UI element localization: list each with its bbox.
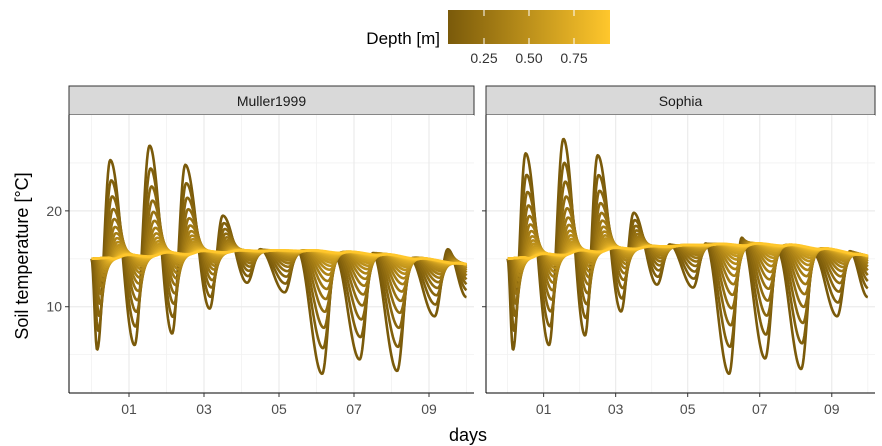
- y-tick-label: 20: [46, 203, 62, 219]
- x-tick-label: 05: [680, 401, 696, 417]
- y-tick-label: 10: [46, 299, 62, 315]
- series-line-depth: [507, 195, 869, 310]
- x-axis-title: days: [449, 425, 487, 445]
- series-line-depth: [90, 248, 468, 266]
- facet-strip-label: Muller1999: [237, 93, 306, 109]
- facet-panel: Muller1999 01 03 05 07 09 10 20: [46, 85, 475, 417]
- series-group: [90, 144, 468, 376]
- x-tick-label: 09: [824, 401, 840, 417]
- x-tick-label: 05: [271, 401, 287, 417]
- y-axis-title: Soil temperature [°C]: [12, 172, 32, 339]
- facet-strip-label: Sophia: [659, 93, 703, 109]
- x-tick-label: 01: [536, 401, 552, 417]
- series-line-depth: [507, 207, 869, 297]
- legend-tick-label: 0.75: [560, 50, 587, 66]
- series-line-depth: [507, 242, 869, 261]
- x-tick-label: 03: [196, 401, 212, 417]
- series-line-depth: [90, 219, 468, 293]
- legend-title: Depth [m]: [366, 29, 440, 48]
- legend-tick-label: 0.25: [470, 50, 497, 66]
- x-tick-label: 01: [121, 401, 137, 417]
- facet-strip: [68, 85, 475, 116]
- series-group: [506, 137, 869, 376]
- facet-panels: Muller1999 01 03 05 07 09 10 20 Sophia 01 03 05 07 09: [46, 85, 876, 417]
- series-line-depth: [507, 223, 869, 282]
- series-line-depth: [507, 216, 869, 288]
- x-tick-label: 03: [608, 401, 624, 417]
- x-tick-label: 07: [346, 401, 362, 417]
- x-tick-label: 07: [752, 401, 768, 417]
- legend-tick-label: 0.50: [515, 50, 542, 66]
- legend-ticks: 0.25 0.50 0.75: [470, 10, 588, 66]
- x-tick-label: 09: [421, 401, 437, 417]
- series-line-depth: [90, 210, 468, 303]
- series-line-depth: [90, 199, 468, 315]
- series-line-depth: [90, 226, 468, 286]
- facet-panel: Sophia 01 03 05 07 09: [482, 85, 876, 417]
- legend: Depth [m] 0.25 0.50 0.75: [366, 10, 610, 66]
- facet-strip: [485, 85, 876, 116]
